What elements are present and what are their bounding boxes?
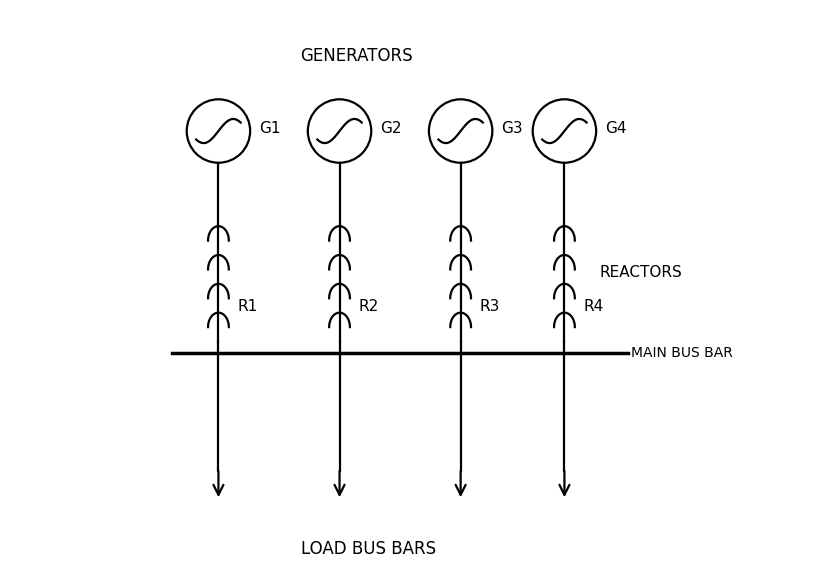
Text: G3: G3 (500, 121, 522, 136)
Text: REACTORS: REACTORS (599, 265, 681, 280)
Text: G4: G4 (604, 121, 625, 136)
Text: R1: R1 (237, 300, 258, 314)
Text: MAIN BUS BAR: MAIN BUS BAR (630, 346, 732, 360)
Text: R3: R3 (479, 300, 499, 314)
Text: LOAD BUS BARS: LOAD BUS BARS (301, 540, 436, 558)
Text: G2: G2 (379, 121, 401, 136)
Text: G1: G1 (258, 121, 280, 136)
Text: GENERATORS: GENERATORS (301, 47, 412, 65)
Text: R2: R2 (359, 300, 378, 314)
Text: R4: R4 (583, 300, 603, 314)
